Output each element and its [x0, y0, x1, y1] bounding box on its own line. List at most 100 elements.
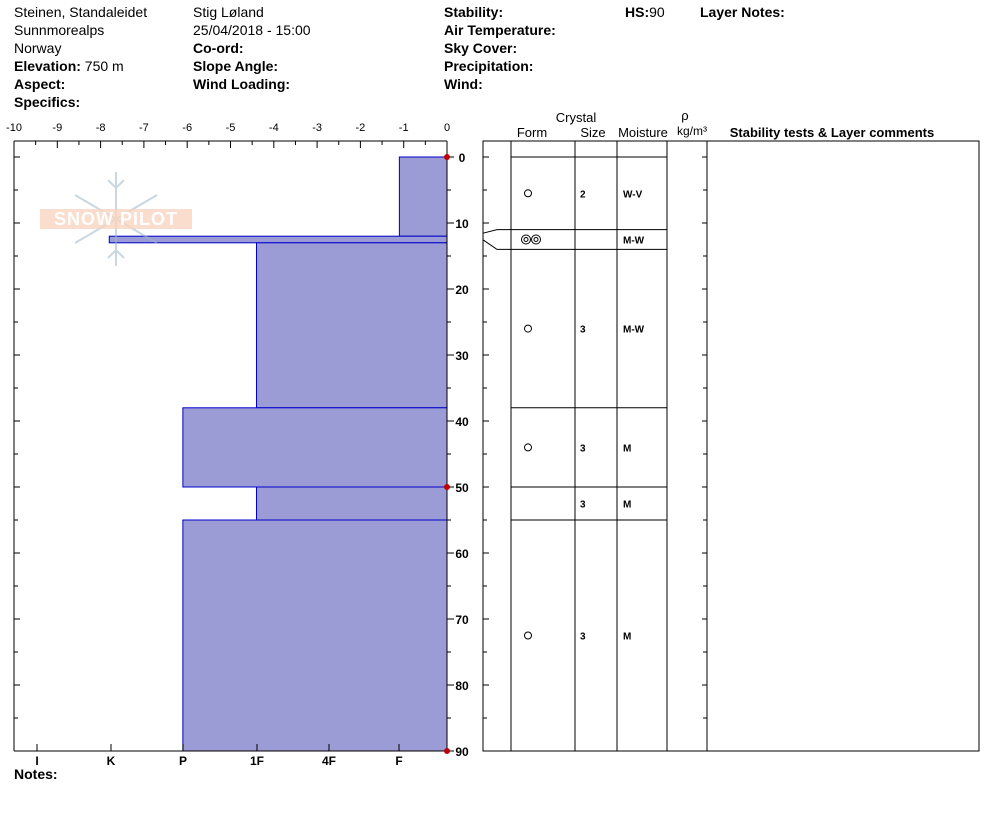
hardness-bar-0 — [398, 156, 448, 237]
country-name: Norway — [14, 40, 62, 56]
depth-tick-label-6: 60 — [455, 547, 469, 561]
layer-size-5: 3 — [580, 632, 586, 643]
hs-label: HS: — [625, 4, 650, 20]
melt-form-icon-b-inner-1 — [533, 237, 539, 242]
hardness-bar-1 — [108, 235, 448, 244]
size-header: Size — [580, 125, 605, 140]
header-layer-notes: Layer Notes: — [700, 3, 785, 21]
hardness-tick-label-0: I — [35, 754, 38, 768]
specifics-row: Specifics: — [14, 93, 147, 111]
hardness-tick-label-4: 4F — [322, 754, 336, 768]
temp-tick-label-0: -10 — [6, 122, 22, 134]
rounded-grain-icon-2 — [524, 324, 532, 333]
aspect-row: Aspect: — [14, 75, 147, 93]
depth-tick-label-9: 90 — [455, 745, 469, 759]
chart-axes — [13, 140, 448, 752]
layer-size-4: 3 — [580, 500, 586, 511]
snowflake-icon — [74, 172, 158, 266]
rounded-grain-icon-0 — [524, 189, 532, 198]
hardness-bars — [108, 156, 448, 752]
elevation-row: Elevation: 750 m — [14, 57, 147, 75]
hardness-bar-2 — [255, 242, 448, 409]
form-header: Form — [517, 125, 547, 140]
layer-moisture-1: M-W — [623, 236, 645, 247]
temp-tick-label-8: -2 — [356, 122, 366, 134]
depth-link-upper — [482, 229, 511, 234]
depth-tick-label-8: 80 — [455, 679, 469, 693]
temperature-marker-1 — [444, 484, 450, 490]
depth-link-lines — [482, 229, 511, 250]
observation-datetime: 25/04/2018 - 15:00 — [193, 22, 311, 38]
layer-size-0: 2 — [580, 189, 586, 200]
table-rows: 2 W-V M-W 3 M-W 3 M 3 M 3 M — [511, 156, 667, 643]
stability-label: Stability: — [444, 4, 504, 20]
depth-tick-label-0: 0 — [459, 151, 466, 165]
header-col-observer: Stig Løland 25/04/2018 - 15:00 Co-ord: S… — [193, 3, 311, 93]
temp-tick-label-5: -5 — [226, 122, 236, 134]
depth-tick-label-5: 50 — [455, 481, 469, 495]
melt-form-icon-b-1 — [531, 234, 541, 245]
hardness-tick-label-1: K — [107, 754, 116, 768]
melt-form-icon-a-inner-1 — [523, 237, 529, 242]
temperature-markers — [444, 154, 450, 754]
header-col-location: Steinen, Standaleidet Sunnmorealps Norwa… — [14, 3, 147, 111]
temp-tick-label-7: -3 — [312, 122, 322, 134]
melt-form-icon-a-1 — [521, 234, 531, 245]
depth-tick-label-7: 70 — [455, 613, 469, 627]
hardness-bar-5 — [182, 519, 448, 752]
layer-moisture-0: W-V — [623, 189, 643, 200]
temp-tick-label-1: -9 — [52, 122, 62, 134]
observer-name: Stig Løland — [193, 4, 264, 20]
air-temperature-label: Air Temperature: — [444, 22, 556, 38]
hardness-tick-label-3: 1F — [250, 754, 264, 768]
temp-tick-label-9: -1 — [399, 122, 409, 134]
slope-angle-label: Slope Angle: — [193, 58, 279, 74]
depth-tick-label-1: 10 — [455, 217, 469, 231]
temp-tick-label-2: -8 — [96, 122, 106, 134]
watermark-banner — [40, 209, 192, 229]
snowpilot-watermark: SNOW PILOT — [40, 172, 192, 266]
depth-ticks: 0 10 20 30 40 50 60 70 80 90 — [14, 151, 707, 759]
wind-loading-label: Wind Loading: — [193, 76, 291, 92]
hardness-tick-label-5: F — [395, 754, 402, 768]
layer-moisture-4: M — [623, 500, 631, 511]
depth-link-lower — [482, 239, 511, 250]
comments-header: Stability tests & Layer comments — [730, 125, 934, 140]
depth-tick-label-3: 30 — [455, 349, 469, 363]
rounded-grain-icon-3 — [524, 443, 532, 452]
elevation-label: Elevation: — [14, 58, 81, 74]
location-name: Steinen, Standaleidet — [14, 4, 148, 20]
temperature-ticks: -10 -9 -8 -7 -6 -5 -4 -3 -2 -1 0 — [6, 122, 450, 148]
temp-tick-label-10: 0 — [444, 122, 450, 134]
hardness-bar-4 — [255, 486, 448, 521]
table-frame — [482, 140, 980, 752]
hardness-tick-label-2: P — [179, 754, 187, 768]
rounded-grain-icon-5 — [524, 631, 532, 640]
layer-moisture-3: M — [623, 443, 631, 454]
layer-size-2: 3 — [580, 325, 586, 336]
layer-moisture-5: M — [623, 632, 631, 643]
moisture-header: Moisture — [618, 125, 668, 140]
layer-size-3: 3 — [580, 443, 586, 454]
specifics-label: Specifics: — [14, 94, 81, 110]
precipitation-label: Precipitation: — [444, 58, 534, 74]
density-unit-header: kg/m³ — [677, 124, 707, 138]
sky-cover-label: Sky Cover: — [444, 40, 518, 56]
depth-tick-label-2: 20 — [455, 283, 469, 297]
elevation-value: 750 m — [84, 58, 124, 74]
temperature-marker-2 — [444, 748, 450, 754]
notes-label: Notes: — [14, 766, 58, 782]
temp-tick-label-4: -6 — [182, 122, 192, 134]
layer-notes-label: Layer Notes: — [700, 4, 785, 20]
hs-value: 90 — [649, 4, 665, 20]
layer-moisture-2: M-W — [623, 325, 645, 336]
crystal-header: Crystal — [556, 110, 597, 125]
hardness-bar-3 — [182, 407, 448, 488]
aspect-label: Aspect: — [14, 76, 66, 92]
depth-tick-label-4: 40 — [455, 415, 469, 429]
temperature-marker-0 — [444, 154, 450, 160]
temp-tick-label-6: -4 — [269, 122, 279, 134]
range-name: Sunnmorealps — [14, 22, 105, 38]
wind-label: Wind: — [444, 76, 483, 92]
density-symbol-header: ρ — [681, 108, 688, 123]
